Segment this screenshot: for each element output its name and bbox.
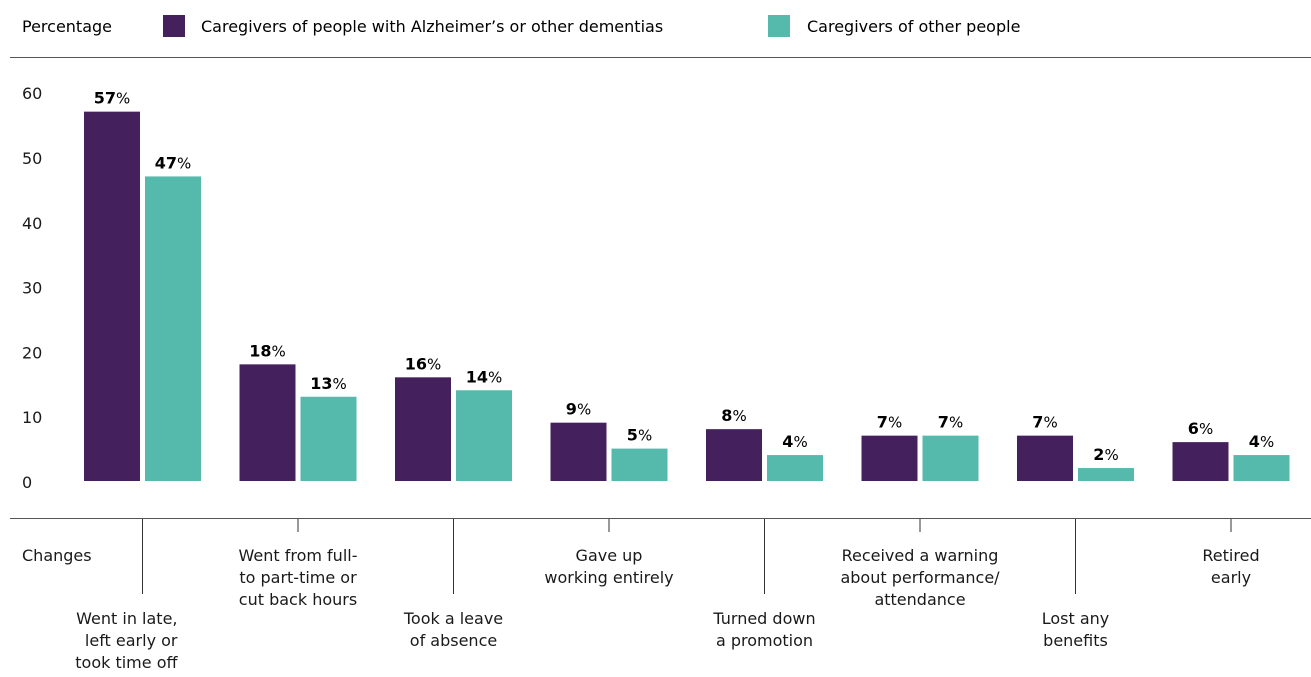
data-labels: 57% 47% 18% 13% 16% 14% 9% 5% 8% 4% 7% 7% 7% 2% 6% 4%: [94, 89, 1274, 464]
y-tick-label: 10: [22, 408, 42, 427]
y-tick-label: 40: [22, 214, 42, 233]
category-label: Lost any benefits: [1042, 609, 1110, 650]
bar-other: [145, 176, 201, 481]
bar-other: [611, 448, 668, 481]
data-label: 47%: [155, 153, 192, 172]
data-label: 7%: [877, 413, 902, 432]
bar-dementia: [861, 435, 918, 481]
bar-other: [922, 435, 979, 481]
legend-label: Percentage: [22, 17, 112, 36]
bar-dementia: [550, 422, 607, 481]
bar-other: [1078, 468, 1134, 481]
category-label: Received a warning about performance/atte…: [840, 546, 1000, 609]
category-label: Gave up working entirely: [544, 546, 673, 587]
data-label: 57%: [94, 89, 131, 108]
y-tick-label: 50: [22, 149, 42, 168]
data-label: 6%: [1188, 419, 1213, 438]
data-label: 5%: [627, 426, 652, 445]
y-tick-label: 30: [22, 279, 42, 298]
bar-other: [1233, 455, 1290, 481]
category-label: Took a leave of absence: [403, 609, 503, 650]
legend-swatch-other: [768, 15, 790, 37]
legend-swatch-dementia: [163, 15, 185, 37]
category-label: Went in late, left early or took time off: [75, 609, 178, 672]
data-label: 14%: [466, 367, 503, 386]
category-header: Changes: [22, 546, 92, 565]
data-label: 8%: [721, 406, 746, 425]
y-tick-label: 60: [22, 84, 42, 103]
y-tick-label: 20: [22, 343, 42, 362]
data-label: 13%: [310, 374, 347, 393]
y-axis: 0 10 20 30 40 50 60: [22, 84, 42, 492]
data-label: 9%: [566, 400, 591, 419]
legend-item-dementia: Caregivers of people with Alzheimer’s or…: [201, 17, 663, 36]
y-tick-label: 0: [22, 473, 32, 492]
category-label: Went from full-to part-time or cut back h…: [239, 546, 358, 609]
bar-dementia: [239, 364, 296, 481]
bar-dementia: [84, 111, 140, 481]
data-label: 4%: [1249, 432, 1274, 451]
data-label: 18%: [249, 341, 286, 360]
bar-dementia: [1017, 435, 1073, 481]
bar-other: [300, 396, 357, 481]
data-label: 7%: [1032, 413, 1057, 432]
data-label: 4%: [782, 432, 807, 451]
category-label: Retired early: [1202, 546, 1259, 587]
category-label: Turned down a promotion: [712, 609, 815, 650]
bars: [84, 111, 1290, 481]
data-label: 2%: [1093, 445, 1118, 464]
legend-item-other: Caregivers of other people: [807, 17, 1020, 36]
bar-other: [767, 455, 823, 481]
legend: Percentage Caregivers of people with Alz…: [22, 15, 1020, 37]
data-label: 16%: [405, 354, 442, 373]
bar-dementia: [395, 377, 451, 481]
category-labels: Changes Went in late, left early or took t…: [22, 519, 1260, 672]
bar-dementia: [1172, 442, 1229, 481]
bar-dementia: [706, 429, 762, 481]
bar-other: [456, 390, 512, 481]
data-label: 7%: [938, 413, 963, 432]
